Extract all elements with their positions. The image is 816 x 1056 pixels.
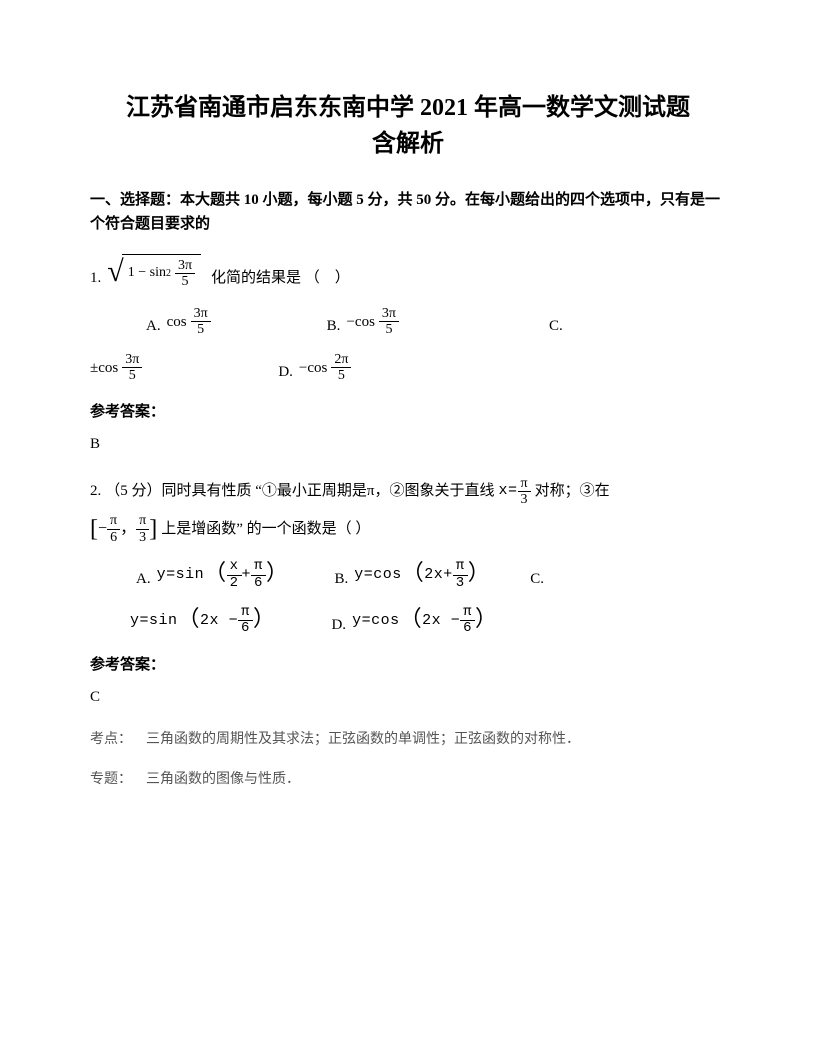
q2-pre: （5 分）同时具有性质 “①最小正周期是π，②图象关于直线 — [105, 479, 494, 503]
q2-answer-heading: 参考答案： — [90, 653, 726, 677]
q2-topic: 专题： 三角函数的图像与性质． — [90, 769, 726, 791]
title-line1: 江苏省南通市启东东南中学 2021 年高一数学文测试题 — [126, 95, 690, 121]
opt-d-letter: D. — [278, 360, 293, 384]
q1-number: 1. — [90, 266, 101, 290]
q2-stem: 2. （5 分）同时具有性质 “①最小正周期是π，②图象关于直线 x= π3 对… — [90, 476, 726, 546]
opt-c-letter: C. — [549, 314, 563, 338]
q2-keypoint: 考点： 三角函数的周期性及其求法；正弦函数的单调性；正弦函数的对称性． — [90, 729, 726, 751]
q2-opt-b: B. y=cos（2x+π3） — [328, 559, 490, 591]
page-title: 江苏省南通市启东东南中学 2021 年高一数学文测试题 含解析 — [90, 90, 726, 162]
q2-options-row1: A. y=sin（x2+π6） B. y=cos（2x+π3） C. — [90, 559, 726, 591]
q2-interval: [ − π6 ， π3 ] — [90, 513, 157, 545]
opt-a-letter: A. — [146, 314, 161, 338]
q1-frac-den: 5 — [175, 274, 195, 289]
q1-opt-b: B. −cos 3π5 — [321, 306, 399, 338]
q2-opt-c: y=sin（2x −π6） — [130, 605, 275, 637]
q2-opt-a: A. y=sin（x2+π6） — [130, 559, 288, 591]
q1-sqrt: √ 1 − sin 2 3π 5 — [107, 254, 201, 290]
title-line2: 含解析 — [372, 131, 444, 157]
opt-d-expr: −cos 2π5 — [299, 352, 352, 384]
q2-options-row2: y=sin（2x −π6） D. y=cos（2x −π6） — [90, 605, 726, 637]
q2-opt-d: D. y=cos（2x −π6） — [325, 605, 497, 637]
q1-frac-num: 3π — [175, 258, 195, 274]
q2-opt-c-letter: C. — [530, 567, 544, 591]
q2-opt-c-expr: y=sin（2x −π6） — [130, 605, 275, 637]
opt-c-expr: ±cos 3π5 — [90, 352, 142, 384]
opt-a-expr: cos 3π5 — [167, 306, 211, 338]
q2-answer: C — [90, 685, 726, 709]
q2-number: 2. — [90, 479, 101, 503]
q2-tail: 上是增函数” 的一个函数是（ ） — [161, 517, 370, 541]
opt-b-expr: −cos 3π5 — [346, 306, 399, 338]
q2-opt-d-expr: y=cos（2x −π6） — [352, 605, 497, 637]
sqrt-body: 1 − sin 2 3π 5 — [122, 254, 201, 290]
q1-opt-d: D. −cos 2π5 — [272, 352, 351, 384]
q1-frac: 3π 5 — [175, 258, 195, 290]
section-1-heading: 一、选择题：本大题共 10 小题，每小题 5 分，共 50 分。在每小题给出的四… — [90, 188, 726, 236]
q2-opt-a-expr: y=sin（x2+π6） — [157, 559, 289, 591]
opt-b-letter: B. — [327, 314, 341, 338]
q1-inner-prefix: 1 − sin — [128, 262, 166, 284]
q1-options-row2: ±cos 3π5 D. −cos 2π5 — [90, 352, 726, 384]
opt-a-fn: cos — [167, 310, 187, 334]
q2-opt-b-expr: y=cos（2x+π3） — [354, 559, 490, 591]
q1-inner-exp: 2 — [166, 266, 171, 282]
q2-sym-line: x= π3 — [498, 476, 530, 508]
q1-opt-c: ±cos 3π5 — [90, 352, 142, 384]
q1-stem: 1. √ 1 − sin 2 3π 5 化简的结果是 （ ） — [90, 254, 726, 290]
q1-tail: 化简的结果是 （ ） — [211, 266, 350, 290]
q2-mid: 对称；③在 — [535, 479, 610, 503]
q1-answer-heading: 参考答案： — [90, 400, 726, 424]
q1-answer: B — [90, 432, 726, 456]
q1-opt-a: A. cos 3π5 — [140, 306, 211, 338]
q1-options-row1: A. cos 3π5 B. −cos 3π5 C. — [90, 306, 726, 338]
q2-xeq: x= — [498, 479, 517, 503]
